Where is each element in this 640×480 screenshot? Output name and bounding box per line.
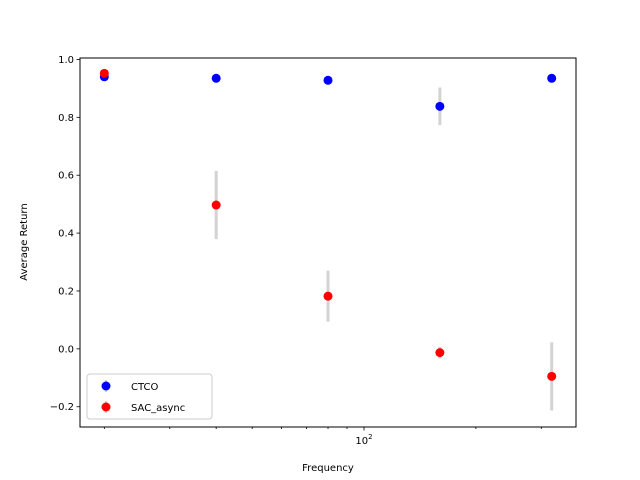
y-ticks: −0.2 0.0 0.2 0.4 0.6 0.8 1.0 <box>50 55 80 413</box>
y-tick-label: 0.6 <box>58 171 74 182</box>
x-ticks: 102 <box>355 427 373 447</box>
y-tick-label: −0.2 <box>50 402 74 413</box>
plot-area <box>80 58 576 427</box>
legend-label-sac-async: SAC_async <box>131 403 185 414</box>
y-tick-label: 0.4 <box>58 229 74 240</box>
data-points <box>99 68 557 381</box>
point-sac-async <box>435 348 445 358</box>
point-ctco <box>211 73 221 83</box>
point-ctco <box>547 73 557 83</box>
y-tick-label: 0.2 <box>58 286 74 297</box>
x-axis-label: Frequency <box>302 463 354 474</box>
y-tick-label: 0.8 <box>58 113 74 124</box>
y-axis-label: Average Return <box>19 203 30 280</box>
x-tick-exponent: 2 <box>368 433 372 441</box>
legend: CTCO SAC_async <box>86 373 213 420</box>
legend-box <box>86 373 213 420</box>
plot-frame <box>79 57 577 428</box>
point-sac-async <box>211 200 221 210</box>
point-sac-async <box>323 291 333 301</box>
legend-marker-sac-async <box>101 402 111 412</box>
point-ctco <box>323 75 333 85</box>
point-sac-async <box>99 68 109 78</box>
y-tick-label: 1.0 <box>58 55 74 66</box>
legend-label-ctco: CTCO <box>131 382 158 393</box>
legend-marker-ctco <box>101 381 111 391</box>
point-sac-async <box>547 371 557 381</box>
point-ctco <box>435 101 445 111</box>
x-tick-label: 102 <box>355 433 372 447</box>
y-tick-label: 0.0 <box>58 344 74 355</box>
